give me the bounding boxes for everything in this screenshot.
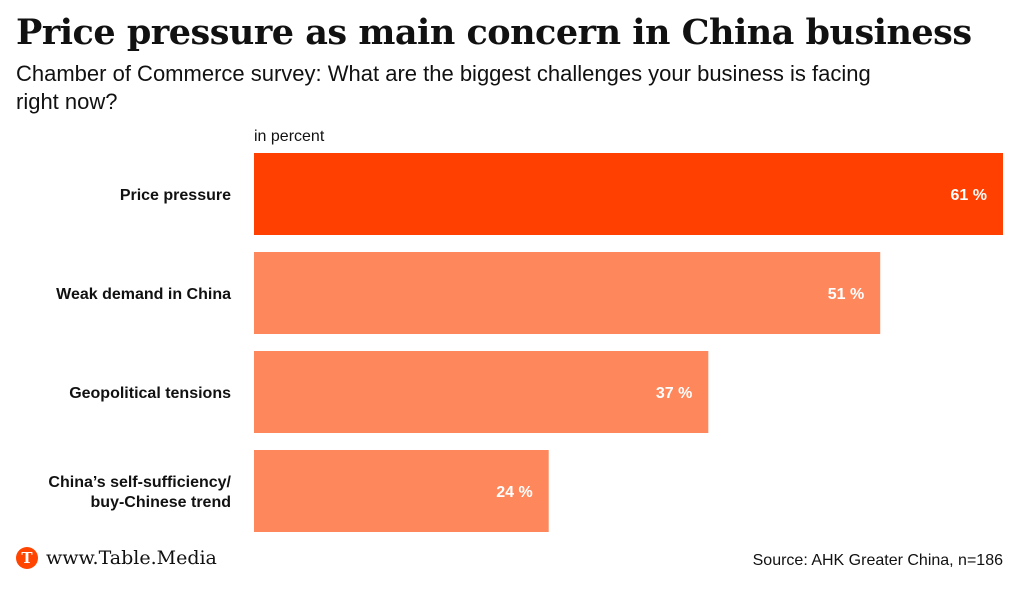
bar-value-label: 37 % — [656, 385, 692, 402]
brand-url: www.Table.Media — [46, 547, 217, 569]
category-label: China’s self-sufficiency/buy-Chinese tre… — [48, 474, 231, 511]
bar-value-label: 24 % — [496, 484, 532, 501]
bar-chart: 61 % Price pressure 51 % Weak demand in Chi… — [48, 153, 1003, 532]
category-label: Weak demand in China — [56, 286, 231, 303]
category-label: Geopolitical tensions — [69, 385, 231, 402]
bar-value-label: 61 % — [951, 187, 987, 204]
chart-subtitle: Chamber of Commerce survey: What are the… — [16, 61, 871, 114]
bar-1 — [254, 153, 1003, 235]
category-label: Price pressure — [120, 187, 231, 204]
unit-label: in percent — [254, 128, 325, 145]
source-note: Source: AHK Greater China, n=186 — [752, 552, 1003, 569]
bar-2 — [254, 252, 881, 334]
bar-4 — [254, 450, 549, 532]
table-media-logo-icon: T — [16, 547, 38, 569]
bar-value-label: 51 % — [828, 286, 864, 303]
brand-logo[interactable]: T www.Table.Media — [16, 547, 217, 569]
chart-title: Price pressure as main concern in China … — [16, 12, 972, 53]
bar-3 — [254, 351, 709, 433]
